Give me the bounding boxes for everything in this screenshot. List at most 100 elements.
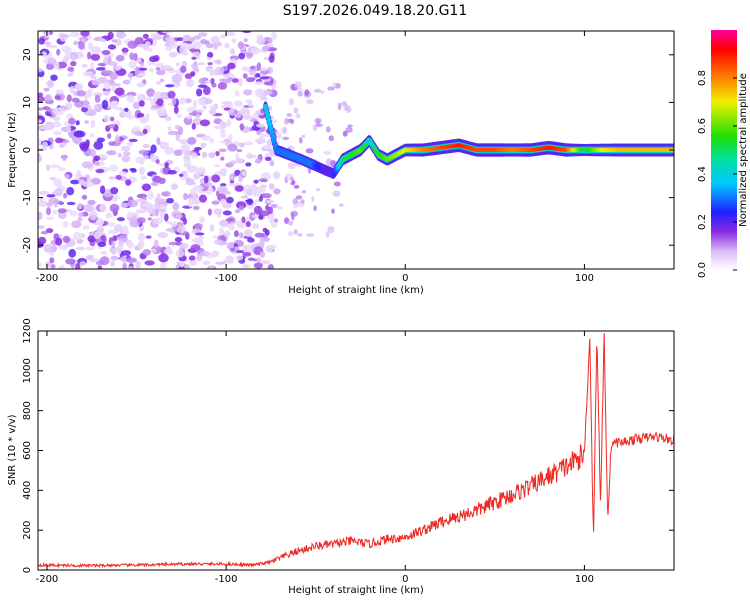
noise-blob [161, 141, 170, 148]
noise-blob [288, 98, 294, 106]
noise-blob [165, 84, 175, 88]
noise-blob [110, 116, 115, 122]
noise-blob [81, 194, 88, 200]
noise-blob [198, 234, 204, 242]
noise-blob [80, 31, 90, 37]
noise-blob [253, 262, 263, 269]
noise-blob [55, 89, 65, 94]
snr-y-tick-label: 800 [22, 401, 33, 420]
noise-blob [246, 52, 253, 59]
noise-blob [261, 145, 272, 150]
noise-blob [147, 190, 154, 200]
snr-x-label: Height of straight line (km) [288, 585, 424, 596]
noise-blob [238, 205, 244, 211]
noise-blob [46, 107, 53, 113]
noise-blob [100, 250, 108, 256]
noise-blob [127, 199, 138, 208]
noise-blob [56, 61, 68, 69]
noise-blob [171, 97, 177, 106]
snr-panel: -200 -100 0 100 0 200 400 600 800 1000 1200 Heigh… [7, 318, 675, 596]
noise-blob [142, 33, 149, 39]
noise-blob [210, 35, 220, 44]
snr-y-tick-label: 200 [22, 521, 33, 540]
noise-blob [186, 107, 197, 113]
noise-blob [127, 40, 138, 49]
snr-x-tick-label: 0 [402, 574, 408, 585]
noise-blob [182, 150, 192, 156]
noise-blob [171, 74, 183, 83]
noise-blob [171, 183, 178, 190]
spectrogram-y-ticks: -20 -10 0 10 20 [22, 48, 674, 253]
noise-blob [333, 181, 341, 187]
noise-blob [165, 227, 175, 232]
noise-blob [60, 34, 70, 38]
noise-blob [264, 156, 272, 161]
noise-blob [268, 55, 275, 63]
noise-blob [40, 231, 49, 235]
noise-blob [38, 37, 46, 45]
noise-blob [210, 77, 215, 85]
noise-blob [156, 137, 161, 146]
noise-blob [53, 178, 62, 187]
noise-blob [38, 200, 49, 207]
noise-blob [79, 141, 90, 150]
noise-blob [47, 44, 58, 49]
noise-blob [137, 240, 145, 249]
noise-blob [69, 51, 79, 61]
noise-blob [220, 34, 227, 39]
noise-blob [38, 143, 42, 147]
noise-blob [105, 212, 113, 219]
noise-blob [325, 231, 330, 238]
noise-blob [192, 205, 200, 211]
noise-blob [53, 107, 65, 116]
noise-blob [38, 225, 45, 230]
noise-blob [130, 168, 137, 173]
noise-blob [297, 91, 303, 97]
noise-blob [56, 48, 61, 56]
noise-blob [97, 265, 103, 269]
noise-blob [276, 206, 283, 210]
noise-blob [242, 73, 248, 79]
noise-blob [150, 181, 159, 187]
noise-blob [153, 217, 163, 225]
noise-blob [241, 216, 246, 224]
noise-blob [109, 164, 119, 172]
noise-blob [192, 35, 202, 40]
noise-blob [202, 260, 211, 266]
noise-blob [142, 249, 152, 256]
noise-blob [301, 134, 306, 138]
noise-blob [70, 179, 80, 185]
spectrogram-x-tick-label: -200 [36, 273, 59, 284]
noise-blob [213, 125, 224, 130]
noise-blob [126, 211, 134, 219]
noise-blob [87, 51, 92, 60]
noise-blob [106, 150, 117, 156]
noise-blob [178, 126, 184, 136]
noise-blob [121, 47, 129, 54]
noise-blob [252, 201, 257, 207]
noise-blob [345, 127, 353, 133]
noise-blob [72, 231, 82, 241]
noise-blob [127, 73, 134, 78]
noise-blob [68, 117, 76, 125]
noise-blob [227, 62, 236, 70]
noise-blob [66, 94, 72, 103]
noise-blob [256, 62, 262, 72]
noise-blob [218, 227, 224, 236]
noise-blob [129, 52, 135, 61]
noise-blob [173, 105, 179, 114]
noise-blob [99, 232, 107, 237]
noise-blob [150, 33, 162, 38]
noise-blob [89, 133, 95, 138]
noise-blob [230, 247, 236, 252]
noise-blob [89, 62, 95, 71]
noise-blob [200, 250, 210, 257]
noise-blob [115, 54, 125, 62]
noise-blob [138, 72, 146, 77]
noise-blob [96, 67, 106, 71]
noise-blob [246, 154, 258, 158]
noise-blob [67, 72, 74, 77]
noise-blob [245, 221, 251, 228]
noise-blob [84, 111, 96, 116]
noise-blob [270, 221, 277, 228]
